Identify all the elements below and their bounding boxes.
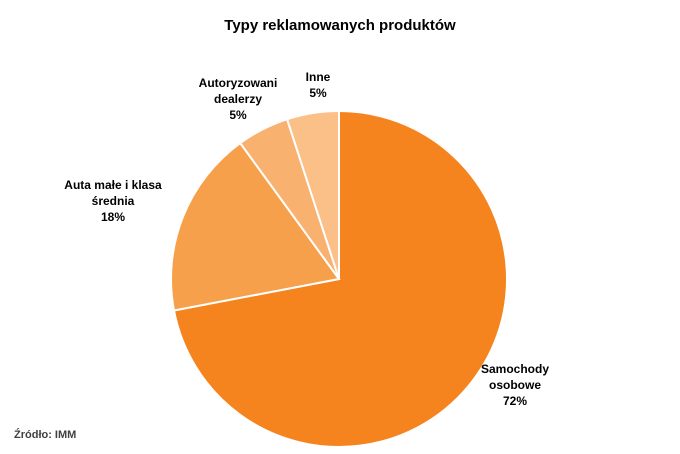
slice-category-label: średnia <box>92 194 135 208</box>
slice-value-label: 18% <box>101 210 125 224</box>
slice-category-label: dealerzy <box>214 92 262 106</box>
slice-value-label: 5% <box>229 108 247 122</box>
source-note: Źródło: IMM <box>14 429 77 441</box>
slice-value-label: 72% <box>503 394 527 408</box>
slice-category-label: Samochody <box>481 362 549 376</box>
slice-category-label: Inne <box>306 70 331 84</box>
pie-slice-0 <box>172 109 508 448</box>
slice-label-3: Inne 5% <box>306 70 331 100</box>
slice-value-label: 5% <box>309 86 327 100</box>
slice-label-1: Auta małe i klasa średnia 18% <box>64 178 162 224</box>
slice-category-label: Autoryzowani <box>199 76 278 90</box>
chart-title: Typy reklamowanych produktów <box>224 17 456 34</box>
pie-slice-1 <box>170 141 341 312</box>
slice-label-0: Samochody osobowe 72% <box>481 362 549 408</box>
pie-slices <box>170 109 508 448</box>
pie-slice-3 <box>285 109 340 280</box>
slice-category-label: Auta małe i klasa <box>64 178 162 192</box>
slice-label-2: Autoryzowani dealerzy 5% <box>199 76 278 122</box>
slice-category-label: osobowe <box>489 378 541 392</box>
slice-labels: Samochody osobowe 72% Auta małe i klasa śred… <box>64 70 549 408</box>
